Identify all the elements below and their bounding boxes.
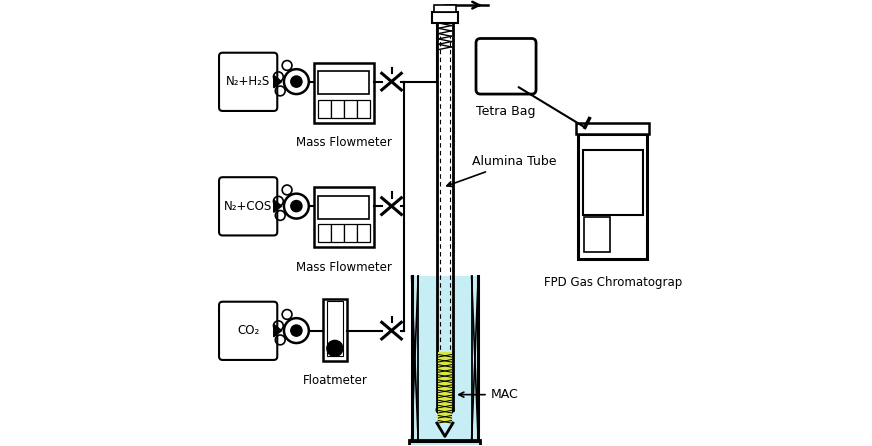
FancyBboxPatch shape bbox=[434, 5, 455, 12]
FancyBboxPatch shape bbox=[318, 99, 330, 118]
FancyBboxPatch shape bbox=[344, 224, 357, 242]
Circle shape bbox=[284, 69, 309, 94]
Circle shape bbox=[290, 201, 302, 212]
FancyBboxPatch shape bbox=[576, 123, 650, 134]
FancyBboxPatch shape bbox=[583, 217, 610, 252]
FancyBboxPatch shape bbox=[318, 71, 370, 94]
FancyBboxPatch shape bbox=[219, 301, 277, 360]
FancyBboxPatch shape bbox=[314, 63, 374, 123]
Text: N₂+COS: N₂+COS bbox=[224, 200, 272, 213]
FancyBboxPatch shape bbox=[409, 440, 480, 446]
Text: MAC: MAC bbox=[459, 388, 519, 401]
FancyBboxPatch shape bbox=[358, 224, 370, 242]
Text: Floatmeter: Floatmeter bbox=[303, 374, 367, 387]
FancyBboxPatch shape bbox=[331, 99, 344, 118]
FancyBboxPatch shape bbox=[582, 150, 643, 215]
Polygon shape bbox=[274, 75, 282, 88]
FancyBboxPatch shape bbox=[219, 53, 277, 111]
Bar bbox=[412, 277, 478, 441]
Circle shape bbox=[290, 325, 302, 336]
Bar bbox=[439, 352, 452, 423]
FancyBboxPatch shape bbox=[327, 301, 343, 356]
FancyBboxPatch shape bbox=[578, 134, 647, 259]
FancyBboxPatch shape bbox=[314, 187, 374, 248]
Circle shape bbox=[290, 76, 302, 87]
FancyBboxPatch shape bbox=[219, 177, 277, 235]
Circle shape bbox=[327, 340, 343, 356]
Text: CO₂: CO₂ bbox=[237, 324, 259, 337]
Text: FPD Gas Chromatograp: FPD Gas Chromatograp bbox=[543, 277, 682, 289]
Text: Alumina Tube: Alumina Tube bbox=[446, 155, 556, 186]
FancyBboxPatch shape bbox=[432, 12, 458, 23]
Circle shape bbox=[284, 318, 309, 343]
Polygon shape bbox=[274, 324, 282, 337]
FancyBboxPatch shape bbox=[331, 224, 344, 242]
Text: N₂+H₂S: N₂+H₂S bbox=[226, 75, 270, 88]
FancyBboxPatch shape bbox=[318, 224, 330, 242]
Polygon shape bbox=[274, 200, 282, 212]
FancyBboxPatch shape bbox=[476, 38, 536, 94]
FancyBboxPatch shape bbox=[318, 196, 370, 219]
Text: Mass Flowmeter: Mass Flowmeter bbox=[296, 136, 392, 149]
FancyBboxPatch shape bbox=[358, 99, 370, 118]
FancyBboxPatch shape bbox=[323, 298, 347, 361]
Text: Tetra Bag: Tetra Bag bbox=[476, 105, 535, 118]
Circle shape bbox=[284, 194, 309, 219]
Text: Mass Flowmeter: Mass Flowmeter bbox=[296, 261, 392, 274]
FancyBboxPatch shape bbox=[344, 99, 357, 118]
